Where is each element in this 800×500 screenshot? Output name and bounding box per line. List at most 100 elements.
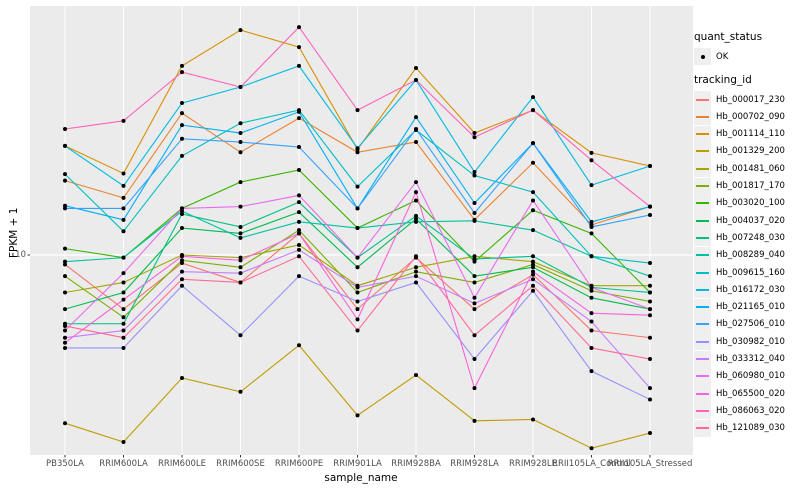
data-point: [531, 254, 535, 259]
data-point: [648, 204, 652, 209]
legend-key-box: [694, 212, 711, 230]
data-point: [589, 158, 594, 163]
legend-entry-Hb_001114_110: Hb_001114_110: [694, 125, 785, 143]
data-point: [531, 190, 535, 195]
data-point: [414, 216, 418, 221]
data-point: [531, 265, 535, 270]
data-point: [180, 376, 184, 381]
data-point: [355, 150, 360, 155]
legend-entry-label: Hb_009615_160: [716, 267, 785, 278]
legend-title-tracking-id: tracking_id: [694, 74, 752, 86]
data-point: [531, 288, 535, 293]
data-point: [355, 328, 360, 333]
data-point: [531, 160, 535, 165]
data-point: [121, 321, 126, 326]
data-point: [414, 280, 418, 285]
data-point: [238, 271, 243, 276]
legend-entry-Hb_030982_010: Hb_030982_010: [694, 333, 785, 351]
line-swatch-icon: [696, 306, 709, 309]
data-point: [472, 218, 477, 223]
data-point: [589, 183, 594, 188]
line-swatch-icon: [696, 288, 709, 291]
data-point: [238, 333, 243, 338]
data-point: [121, 315, 126, 320]
line-swatch-icon: [696, 219, 709, 222]
legend-entry-label: Hb_008289_040: [716, 250, 785, 261]
data-point: [414, 78, 418, 83]
data-point: [180, 111, 184, 116]
data-point: [63, 262, 67, 267]
data-point: [531, 272, 535, 277]
data-point: [355, 108, 360, 113]
data-point: [297, 45, 301, 50]
data-point: [238, 235, 243, 240]
data-point: [180, 136, 184, 141]
data-point: [238, 224, 243, 229]
data-point: [414, 66, 418, 71]
legend-entry-label: Hb_016172_030: [716, 284, 785, 295]
data-point: [414, 127, 418, 132]
data-point: [531, 95, 535, 100]
legend-key-box: [694, 125, 711, 143]
legend-entry-label: Hb_001114_110: [716, 129, 785, 140]
data-point: [121, 335, 126, 340]
line-swatch-icon: [696, 202, 709, 205]
data-point: [414, 219, 418, 224]
x-tick-label: RRIM928BA: [391, 459, 441, 469]
legend-entry-Hb_060980_010: Hb_060980_010: [694, 367, 785, 385]
data-point: [531, 417, 535, 422]
data-point: [63, 259, 67, 264]
data-point: [472, 280, 477, 285]
data-point: [63, 246, 67, 251]
data-point: [238, 85, 243, 90]
legend-key-box: [694, 333, 711, 351]
data-point: [472, 170, 477, 175]
data-point: [63, 274, 67, 279]
data-point: [355, 146, 360, 151]
legend-key-box: [694, 48, 711, 65]
legend-entry-label: Hb_030982_010: [716, 336, 785, 347]
data-point: [297, 219, 301, 224]
data-point: [180, 153, 184, 158]
data-point: [238, 389, 243, 394]
legend-entry-Hb_000702_090: Hb_000702_090: [694, 108, 785, 126]
data-point: [121, 345, 126, 350]
y-axis-tick-label: 10: [15, 250, 26, 260]
data-point: [180, 206, 184, 211]
data-point: [121, 440, 126, 445]
legend-entry-Hb_007248_030: Hb_007248_030: [694, 229, 785, 247]
data-point: [180, 123, 184, 128]
legend-entry-label: Hb_001481_060: [716, 163, 785, 174]
data-point: [414, 269, 418, 274]
data-point: [648, 261, 652, 266]
data-point: [414, 190, 418, 195]
data-point: [648, 290, 652, 295]
x-tick-label: RRIM600PE: [274, 459, 324, 469]
data-point: [297, 254, 301, 259]
legend-entry-Hb_003020_100: Hb_003020_100: [694, 194, 785, 212]
data-point: [121, 206, 126, 211]
legend-entry-Hb_086063_020: Hb_086063_020: [694, 402, 785, 420]
data-point: [589, 254, 594, 259]
legend-key-box: [694, 246, 711, 264]
data-point: [63, 345, 67, 350]
line-swatch-icon: [696, 323, 709, 326]
legend-entry-Hb_001481_060: Hb_001481_060: [694, 160, 785, 178]
data-point: [472, 131, 477, 136]
data-point: [472, 295, 477, 300]
data-point: [180, 101, 184, 106]
line-swatch-icon: [696, 254, 709, 257]
data-point: [589, 328, 594, 333]
line-swatch-icon: [696, 115, 709, 118]
legend-key-box: [694, 419, 711, 437]
data-point: [531, 228, 535, 233]
line-swatch-icon: [696, 392, 709, 395]
data-point: [472, 201, 477, 206]
line-swatch-icon: [696, 150, 709, 153]
data-point: [648, 283, 652, 288]
data-point: [180, 269, 184, 274]
legend-key-box: [694, 367, 711, 385]
data-point: [472, 135, 477, 140]
data-point: [355, 255, 360, 260]
